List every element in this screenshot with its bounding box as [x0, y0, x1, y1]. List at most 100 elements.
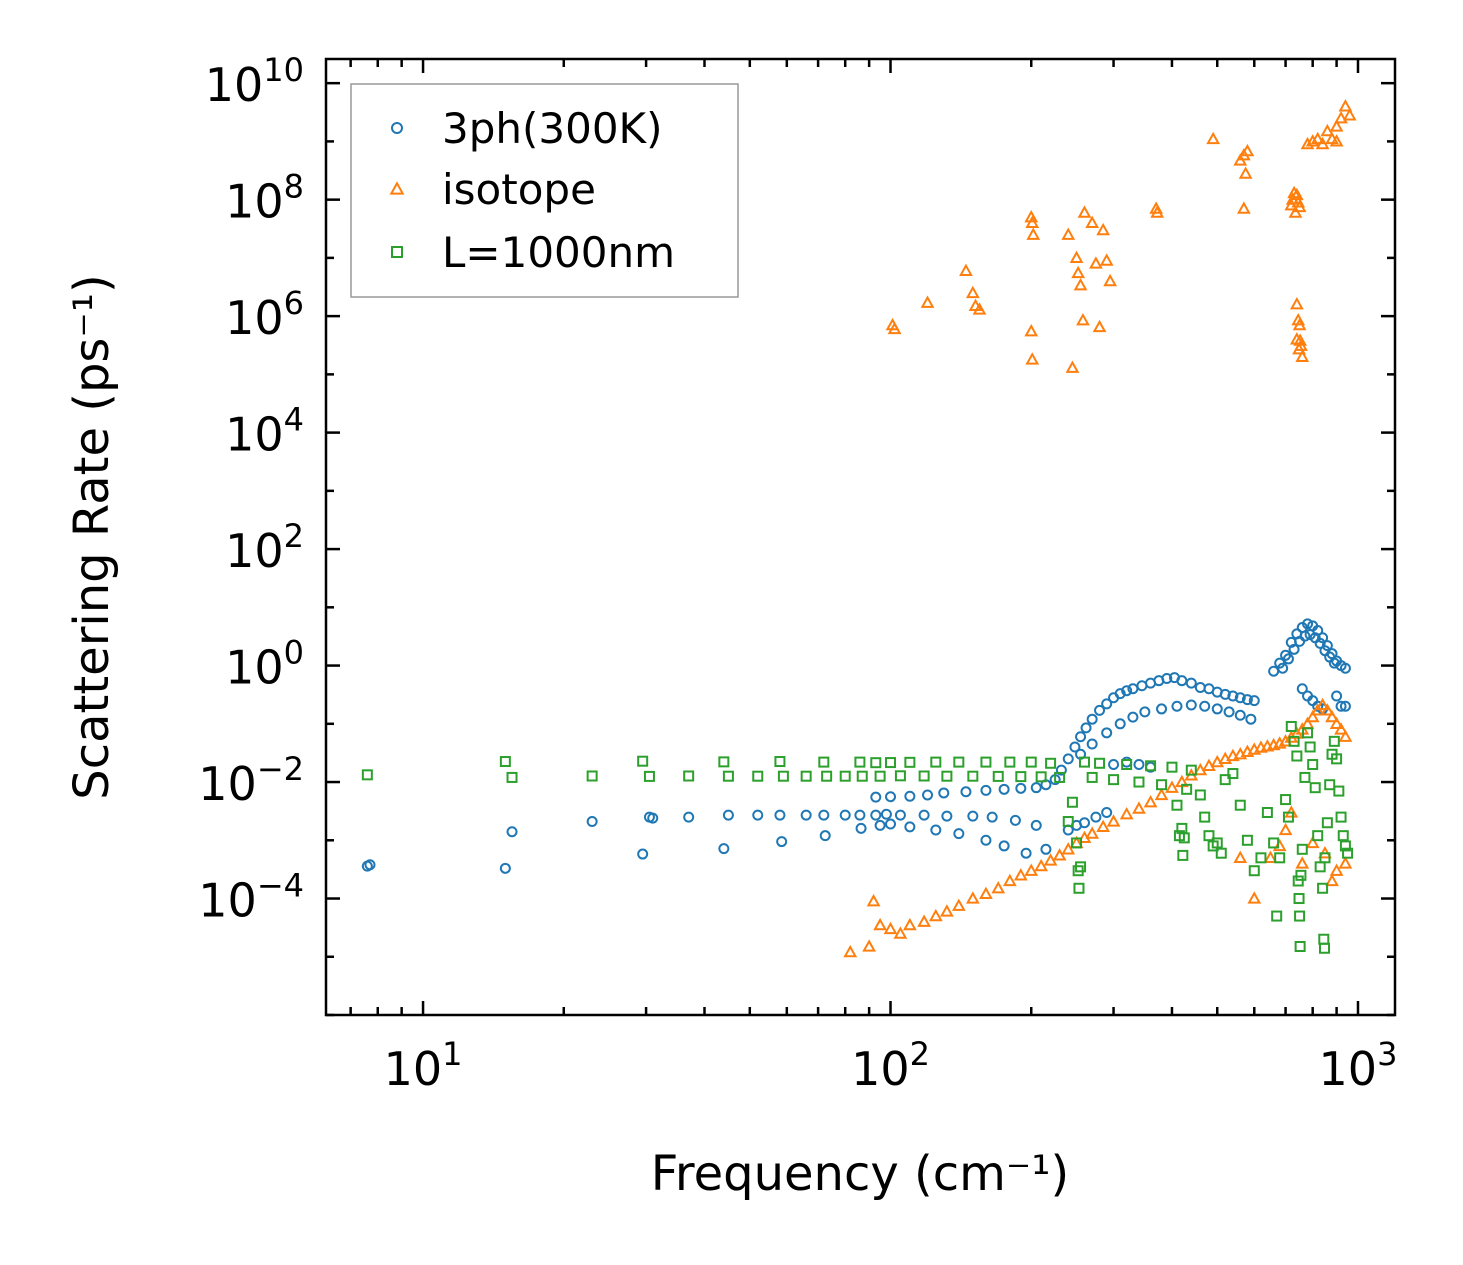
series-2	[361, 720, 1354, 954]
data-point	[980, 756, 992, 768]
data-point	[1077, 205, 1092, 218]
data-point	[1272, 838, 1287, 852]
data-point	[1139, 706, 1151, 718]
data-point	[965, 891, 980, 904]
data-point	[818, 756, 830, 768]
data-point	[361, 769, 373, 781]
data-point	[1096, 222, 1111, 236]
data-point	[586, 770, 598, 782]
data-point	[986, 811, 998, 823]
data-point	[1069, 741, 1081, 753]
x-tick-label: 101	[384, 1035, 463, 1096]
data-point	[1199, 811, 1211, 823]
data-point	[883, 921, 898, 935]
data-point	[1277, 662, 1289, 674]
data-point	[1300, 136, 1315, 150]
data-point	[1181, 783, 1193, 795]
data-point	[1177, 849, 1189, 861]
data-point	[1121, 685, 1133, 697]
data-point	[930, 824, 942, 836]
data-point	[1219, 774, 1231, 786]
data-point	[1215, 847, 1227, 859]
data-point	[499, 756, 511, 768]
data-point	[1328, 735, 1340, 747]
data-point	[499, 862, 511, 874]
data-point	[1331, 690, 1343, 702]
data-point	[1274, 852, 1286, 864]
data-point	[1094, 704, 1106, 716]
data-point	[1114, 688, 1126, 700]
data-point	[880, 808, 892, 820]
data-point	[1171, 799, 1183, 811]
data-point	[1227, 690, 1239, 702]
data-point	[839, 809, 851, 821]
data-point	[1086, 738, 1098, 750]
data-point	[960, 786, 972, 798]
data-point	[1339, 700, 1351, 712]
data-point	[1062, 816, 1074, 828]
data-point	[1282, 811, 1294, 823]
data-point	[1178, 832, 1190, 844]
data-point	[1062, 753, 1074, 765]
data-point	[1236, 201, 1251, 214]
data-point	[718, 843, 730, 855]
data-point	[980, 834, 992, 846]
data-point	[1293, 893, 1305, 905]
data-point	[1295, 349, 1310, 362]
data-point	[854, 756, 866, 768]
data-point	[894, 770, 906, 782]
data-point	[722, 809, 734, 821]
legend-marker-square	[391, 246, 403, 258]
data-point	[1282, 653, 1294, 665]
data-point	[1092, 319, 1107, 333]
data-point	[1234, 799, 1246, 811]
data-point	[1086, 771, 1098, 783]
data-point	[873, 917, 887, 931]
data-point	[1040, 843, 1052, 855]
data-point	[1203, 830, 1215, 842]
data-point	[1338, 856, 1353, 869]
data-point	[1241, 694, 1253, 706]
data-point	[979, 886, 993, 900]
data-point	[904, 790, 916, 802]
data-point	[856, 770, 868, 782]
data-point	[1071, 837, 1083, 849]
data-point	[885, 757, 897, 769]
data-point	[862, 939, 877, 952]
data-point	[1255, 852, 1267, 864]
data-point	[940, 904, 954, 917]
data-point	[922, 789, 934, 801]
data-point	[1035, 771, 1047, 783]
legend-label: L=1000nm	[442, 228, 675, 277]
data-point	[1024, 324, 1039, 337]
data-point	[1342, 108, 1357, 121]
data-point	[1271, 910, 1283, 922]
data-point	[722, 770, 734, 782]
data-point	[1339, 662, 1351, 674]
data-point	[1304, 741, 1316, 753]
data-point	[1061, 842, 1076, 855]
data-point	[967, 810, 979, 822]
data-point	[506, 826, 518, 838]
data-point	[1325, 873, 1339, 887]
data-point	[1295, 869, 1307, 881]
data-point	[1296, 683, 1308, 695]
data-point	[854, 809, 866, 821]
data-point	[1101, 806, 1113, 818]
data-point	[1278, 822, 1293, 836]
data-point	[1287, 185, 1301, 199]
data-point	[800, 809, 812, 821]
data-point	[1121, 759, 1133, 771]
data-point	[1108, 759, 1120, 771]
data-point	[776, 836, 788, 848]
data-point	[1171, 700, 1183, 712]
data-point	[1013, 868, 1028, 881]
data-point	[951, 898, 966, 911]
data-point	[1199, 700, 1211, 712]
data-point	[1240, 143, 1255, 157]
data-point	[1294, 910, 1306, 922]
y-tick-label: 10−2	[198, 750, 304, 811]
data-point	[1071, 265, 1086, 279]
data-point	[1329, 119, 1344, 132]
